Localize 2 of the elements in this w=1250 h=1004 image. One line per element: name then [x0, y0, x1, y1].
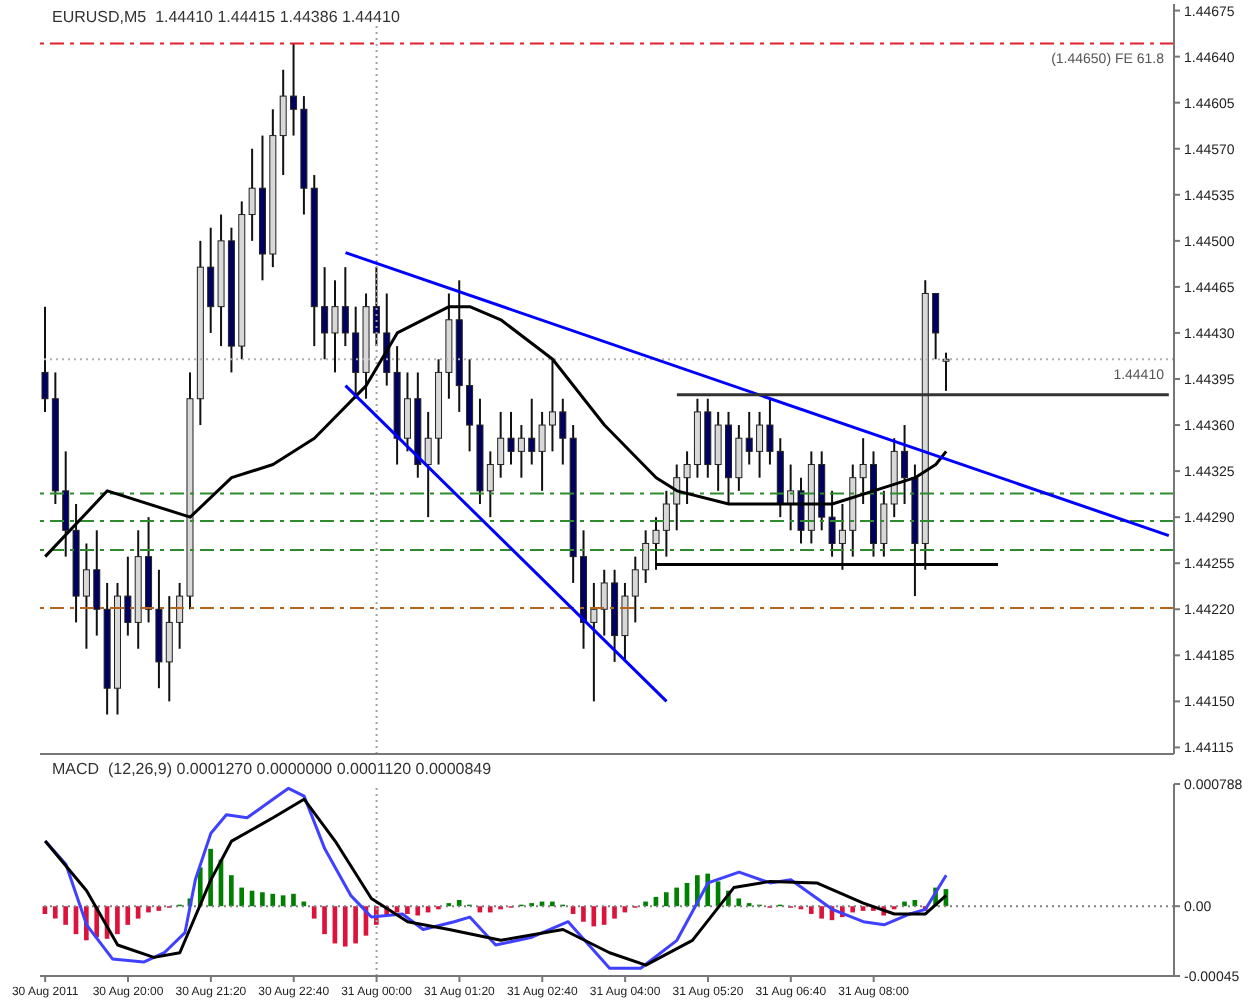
chart-title: EURUSD,M5 1.44410 1.44415 1.44386 1.44410 [48, 8, 404, 26]
chart-title: MACD (12,26,9) 0.0001270 0.0000000 0.0001120 0.0000849 [48, 760, 496, 778]
